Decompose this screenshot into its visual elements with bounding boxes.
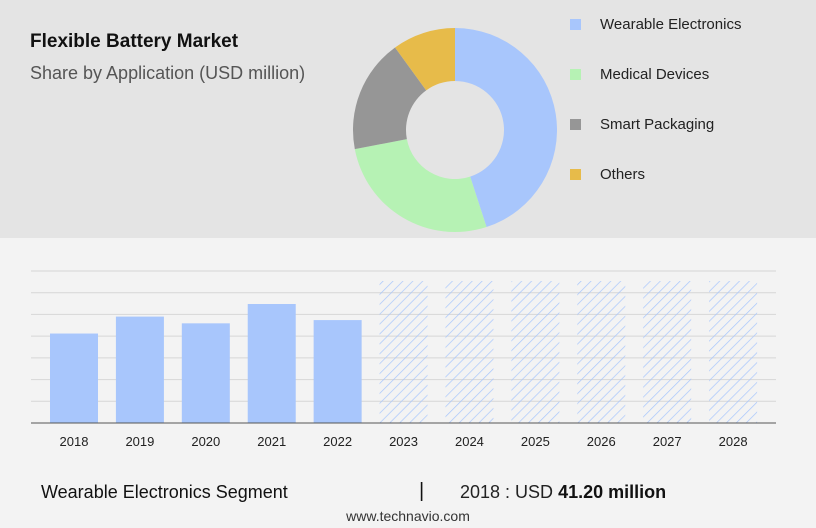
bar-forecast-2024 (445, 281, 494, 423)
donut-chart (345, 20, 565, 238)
x-tick-label-2027: 2027 (653, 434, 682, 449)
x-tick-label-2022: 2022 (323, 434, 352, 449)
bar-2021 (247, 304, 296, 423)
x-tick-label-2020: 2020 (191, 434, 220, 449)
x-tick-label-2018: 2018 (60, 434, 89, 449)
legend-item-wearable-electronics: Wearable Electronics (570, 14, 741, 34)
x-tick-label-2025: 2025 (521, 434, 550, 449)
legend-swatch (570, 18, 581, 30)
legend-label: Smart Packaging (600, 115, 715, 133)
segment-label: Wearable Electronics Segment (41, 482, 288, 502)
x-tick-label-2021: 2021 (257, 434, 286, 449)
x-tick-label-2026: 2026 (587, 434, 616, 449)
legend-swatch (570, 68, 581, 80)
bar-forecast-2027 (643, 281, 692, 423)
legend-item-smart-packaging: Smart Packaging (570, 114, 714, 134)
footer-divider: | (419, 480, 425, 502)
legend-label: Wearable Electronics (600, 15, 742, 33)
bar-forecast-2026 (577, 281, 626, 423)
legend-label: Medical Devices (600, 65, 710, 83)
bar-forecast-2023 (379, 281, 428, 423)
legend-item-others: Others (570, 164, 645, 184)
donut-slice-smart-packaging (353, 47, 427, 150)
segment-value: 2018 : USD 41.20 million (460, 482, 666, 503)
segment-value-amount: 41.20 million (558, 482, 667, 502)
x-tick-label-2028: 2028 (719, 434, 748, 449)
bar-2020 (181, 323, 230, 423)
bar-2019 (115, 316, 164, 423)
legend-swatch (570, 168, 581, 180)
chart-title: Flexible Battery Market (30, 31, 239, 52)
chart-subtitle: Share by Application (USD million) (30, 63, 306, 83)
x-tick-label-2024: 2024 (455, 434, 484, 449)
footer-summary: Wearable Electronics Segment | 2018 : US… (0, 476, 816, 506)
bar-forecast-2025 (511, 281, 560, 423)
donut-legend: Wearable Electronics Medical Devices Sma… (570, 0, 810, 238)
segment-value-prefix: 2018 : USD (460, 482, 559, 502)
x-tick-label-2019: 2019 (125, 434, 154, 449)
x-tick-label-2023: 2023 (389, 434, 418, 449)
legend-label: Others (600, 165, 646, 183)
legend-swatch (570, 118, 581, 130)
donut-slice-wearable-electronics (455, 28, 558, 228)
bar-2018 (50, 333, 98, 423)
bar-chart: 2018 2019 2020 2021 2022 2023 2024 2025 2026 2027… (0, 238, 816, 468)
donut-slice-medical-devices (354, 139, 487, 233)
bar-forecast-2028 (709, 281, 758, 423)
bar-2022 (313, 320, 362, 423)
website-link[interactable]: www.technavio.com (346, 508, 470, 524)
legend-item-medical-devices: Medical Devices (570, 64, 709, 84)
donut-slice-others (395, 28, 455, 91)
